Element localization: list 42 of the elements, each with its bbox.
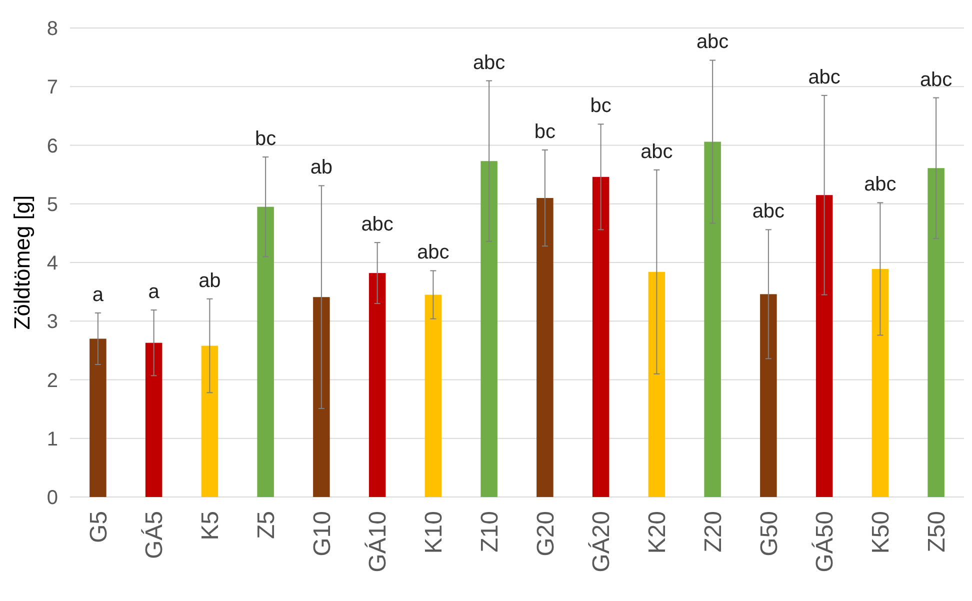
x-tick-label: Z5 <box>252 511 280 540</box>
x-tick-label: GÁ5 <box>141 511 168 560</box>
annotation: abc <box>920 68 952 91</box>
y-tick-label: 2 <box>46 370 58 392</box>
x-tick-label: K20 <box>644 511 672 554</box>
x-tick-label: Z10 <box>476 511 504 552</box>
y-tick-label: 0 <box>46 487 58 509</box>
y-tick-label: 6 <box>46 135 58 158</box>
x-tick-label: GÁ10 <box>364 511 392 572</box>
annotation: abc <box>696 31 729 54</box>
y-tick-label: 3 <box>46 311 58 334</box>
y-axis-title: Zöldtömeg [g] <box>10 195 35 330</box>
annotation: abc <box>417 242 450 264</box>
annotation: abc <box>640 140 673 163</box>
x-tick-label: K50 <box>868 511 895 554</box>
annotation: abc <box>864 174 896 196</box>
x-tick-label: K10 <box>420 511 448 554</box>
annotation: bc <box>534 120 556 143</box>
x-tick-label: GÁ50 <box>812 511 839 572</box>
y-tick-label: 5 <box>46 194 58 216</box>
annotation: a <box>148 280 160 303</box>
y-tick-label: 8 <box>46 18 58 40</box>
annotation: abc <box>752 200 785 223</box>
x-tick-label: Z50 <box>923 511 950 552</box>
x-tick-label: Z20 <box>700 511 727 552</box>
annotation: a <box>92 284 104 306</box>
y-tick-label: 7 <box>46 76 58 99</box>
annotation: abc <box>808 66 840 88</box>
x-tick-label: G5 <box>85 511 112 544</box>
annotation: bc <box>255 128 276 150</box>
x-tick-label: G10 <box>308 511 336 556</box>
annotation: abc <box>472 52 506 74</box>
y-tick-label: 1 <box>46 428 58 450</box>
annotation: bc <box>590 95 612 118</box>
x-tick-label: K5 <box>197 511 224 540</box>
annotation: abc <box>361 214 394 236</box>
y-tick-label: 4 <box>46 252 58 274</box>
x-tick-label: G50 <box>756 511 783 556</box>
annotation: ab <box>198 270 221 292</box>
x-tick-label: GÁ20 <box>588 511 616 572</box>
x-tick-label: G20 <box>532 511 560 556</box>
annotation: ab <box>310 156 333 179</box>
